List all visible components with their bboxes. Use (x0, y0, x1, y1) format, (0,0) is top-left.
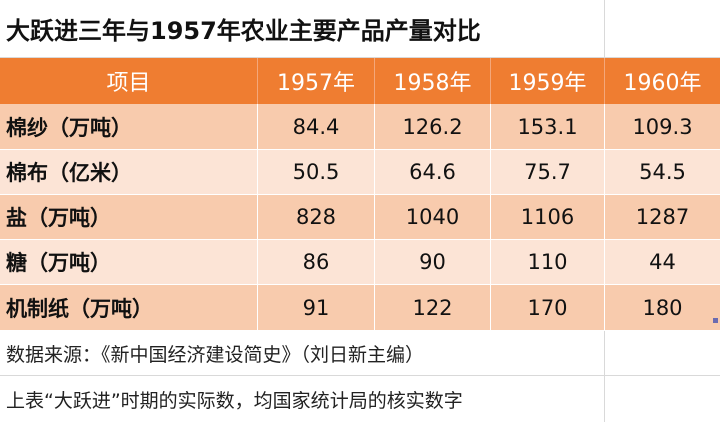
table-cell: 170 (491, 285, 605, 330)
row-label: 盐（万吨） (0, 195, 258, 239)
table-cell: 84.4 (258, 104, 375, 149)
table-cell: 64.6 (375, 150, 491, 194)
table-cell: 91 (258, 285, 375, 330)
table-cell: 44 (649, 250, 676, 274)
table-cell: 828 (258, 195, 375, 239)
table-cell: 122 (375, 285, 491, 330)
table-cell: 86 (258, 240, 375, 284)
table-cell: 75.7 (491, 150, 605, 194)
table-cell: 54.5 (639, 160, 686, 184)
table-cell: 1106 (491, 195, 605, 239)
header-cell-1957: 1957年 (258, 58, 375, 104)
title-row: 大跃进三年与1957年农业主要产品产量对比 (0, 0, 720, 58)
table-cell: 90 (375, 240, 491, 284)
header-row: 项目 1957年 1958年 1959年 1960年 (0, 58, 720, 104)
table-cell: 153.1 (491, 104, 605, 149)
table-row: 棉纱（万吨） 84.4 126.2 153.1 109.3 (0, 104, 720, 150)
table-cell: 1287 (635, 205, 690, 229)
header-cell-1960: 1960年 (623, 71, 702, 96)
source-note-row: 数据来源：《新中国经济建设简史》（刘日新主编） (0, 331, 720, 376)
source-note: 数据来源：《新中国经济建设简史》（刘日新主编） (0, 331, 605, 375)
table-cell: 109.3 (632, 114, 693, 139)
row-label: 棉布（亿米） (0, 150, 258, 194)
header-cell-item: 项目 (0, 58, 258, 104)
row-label: 棉纱（万吨） (0, 104, 258, 149)
table-title: 大跃进三年与1957年农业主要产品产量对比 (0, 0, 605, 57)
table-cell: 1040 (375, 195, 491, 239)
header-cell-1958: 1958年 (375, 58, 491, 104)
footnote-row: 上表“大跃进”时期的实际数，均国家统计局的核实数字 (0, 376, 720, 422)
footnote: 上表“大跃进”时期的实际数，均国家统计局的核实数字 (0, 376, 605, 422)
table-row: 糖（万吨） 86 90 110 44 (0, 240, 720, 285)
header-cell-1959: 1959年 (491, 58, 605, 104)
table-cell: 50.5 (258, 150, 375, 194)
table-row: 棉布（亿米） 50.5 64.6 75.7 54.5 (0, 150, 720, 195)
table-row: 盐（万吨） 828 1040 1106 1287 (0, 195, 720, 240)
table-cell: 126.2 (375, 104, 491, 149)
fill-handle-icon[interactable] (713, 318, 718, 323)
table-cell: 110 (491, 240, 605, 284)
table-row: 机制纸（万吨） 91 122 170 180 (0, 285, 720, 331)
table-cell: 180 (642, 295, 683, 320)
row-label: 糖（万吨） (0, 240, 258, 284)
row-label: 机制纸（万吨） (0, 285, 258, 330)
